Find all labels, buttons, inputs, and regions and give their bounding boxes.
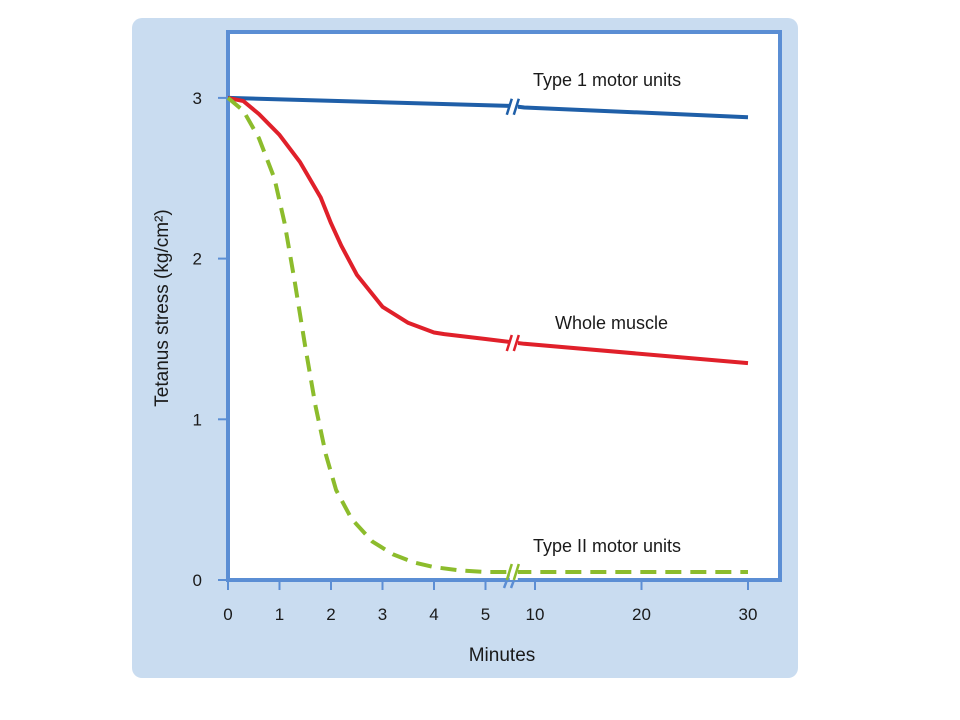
x-tick-label: 0	[223, 605, 232, 624]
x-tick-label: 3	[378, 605, 387, 624]
series-line	[226, 96, 748, 574]
series-break-mark	[512, 98, 520, 116]
series-line	[227, 95, 749, 366]
series-break-gap	[509, 334, 518, 351]
x-tick-label: 20	[632, 605, 651, 624]
y-tick-label: 1	[193, 410, 202, 429]
y-axis-label: Tetanus stress (kg/cm²)	[152, 209, 173, 406]
labels-layer: Type 1 motor units Whole muscle Type II mo…	[533, 70, 681, 556]
y-tick-label: 2	[193, 250, 202, 269]
series-break-mark	[505, 334, 513, 352]
series-label: Whole muscle	[555, 313, 668, 333]
y-tick-label: 0	[193, 571, 202, 590]
series-break-gap	[509, 98, 518, 115]
x-axis-label: Minutes	[469, 645, 536, 666]
series-label: Type 1 motor units	[533, 70, 681, 90]
y-tick-label: 3	[193, 89, 202, 108]
x-tick-label: 4	[429, 605, 438, 624]
plot-area	[226, 30, 782, 582]
x-tick-label: 10	[526, 605, 545, 624]
ticks-layer: 0 1 2 3 4 5 10 20 30 0 1 2 3	[193, 89, 758, 624]
x-tick-label: 2	[326, 605, 335, 624]
x-tick-label: 5	[481, 605, 490, 624]
series-break-mark	[505, 563, 513, 581]
series-layer	[226, 95, 749, 581]
series-break-gap	[509, 563, 518, 580]
series-label: Type II motor units	[533, 536, 681, 556]
x-tick-label: 30	[739, 605, 758, 624]
x-tick-label: 1	[275, 605, 284, 624]
series-break-mark	[512, 334, 520, 352]
series-break-mark	[505, 98, 513, 116]
series-break-mark	[512, 563, 520, 581]
